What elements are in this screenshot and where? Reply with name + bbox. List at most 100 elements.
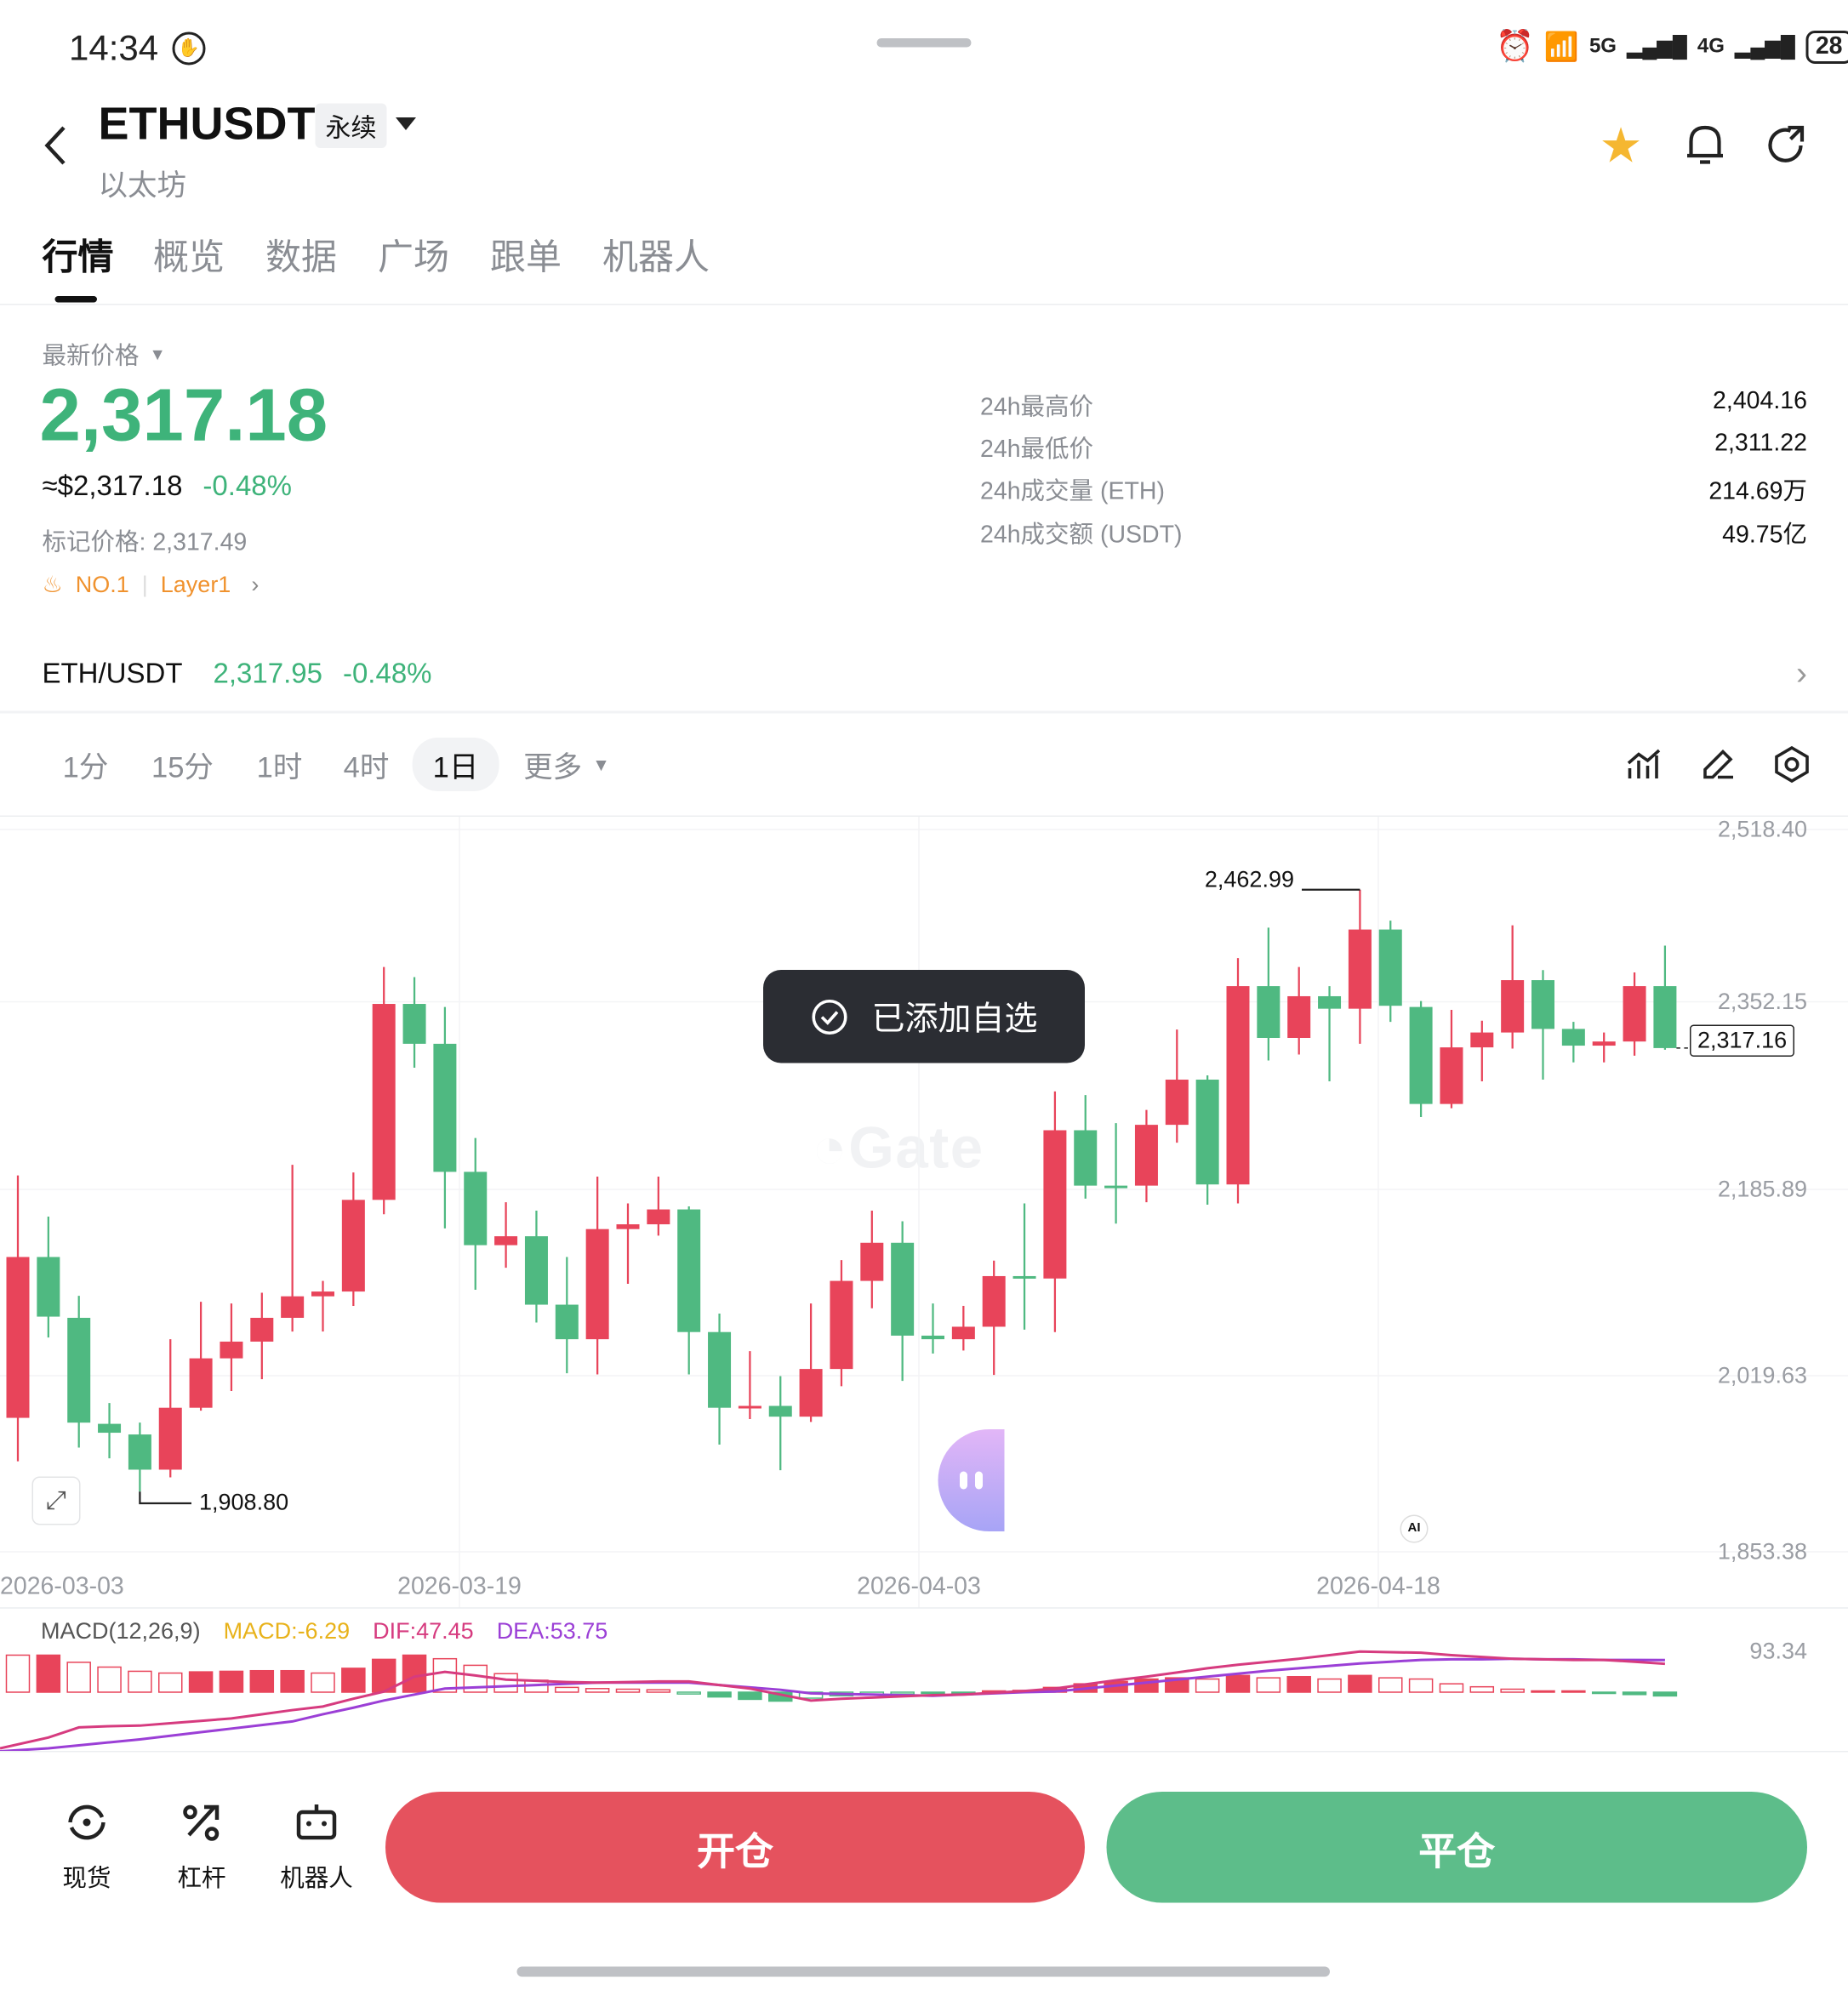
macd-histogram-bar	[66, 1662, 91, 1693]
date-axis-label: 2026-03-19	[397, 1573, 522, 1601]
candle-down	[891, 1242, 915, 1336]
date-axis-label: 2026-03-03	[0, 1573, 124, 1601]
candle-up	[341, 1200, 365, 1292]
candle-up	[738, 1405, 761, 1409]
macd-histogram-bar	[463, 1664, 488, 1693]
fullscreen-button[interactable]: ⤢	[31, 1476, 81, 1525]
indicator-icon[interactable]	[1626, 748, 1662, 781]
signal-icon: ▂▄▆█	[1626, 36, 1687, 59]
candle-down	[524, 1236, 548, 1305]
caret-down-icon: ▼	[592, 754, 610, 775]
star-icon[interactable]: ★	[1599, 120, 1643, 174]
macd-histogram-bar	[707, 1691, 732, 1698]
candle-up	[799, 1369, 823, 1417]
candlestick-chart[interactable]	[0, 817, 1848, 1751]
candle-up	[982, 1275, 1006, 1327]
candle-up	[1165, 1080, 1189, 1126]
date-axis-label: 2026-04-18	[1316, 1573, 1440, 1601]
status-icons: ⏰ 📶 5G ▂▄▆█ 4G ▂▄▆█ 28	[1496, 28, 1848, 66]
stat-value: 49.75亿	[1722, 522, 1807, 550]
macd-histogram-bar	[646, 1689, 671, 1693]
macd-histogram-bar	[219, 1670, 244, 1693]
tab-overview[interactable]: 概览	[153, 237, 225, 277]
spot-pair-row[interactable]: ETH/USDT 2,317.95 -0.48% ›	[43, 653, 1808, 693]
macd-histogram-bar	[1652, 1691, 1678, 1697]
interval-4h[interactable]: 4时	[343, 750, 390, 784]
macd-histogram-bar	[341, 1668, 366, 1693]
candle-up	[951, 1326, 975, 1340]
candle-up	[158, 1407, 182, 1470]
interval-15m[interactable]: 15分	[151, 750, 214, 784]
macd-histogram-bar	[615, 1688, 641, 1693]
candle-up	[1226, 986, 1250, 1185]
candle-up	[311, 1291, 334, 1297]
divider	[0, 815, 1848, 817]
tab-bots[interactable]: 机器人	[602, 237, 710, 277]
candle-down	[37, 1257, 60, 1317]
macd-histogram-bar	[1622, 1691, 1647, 1696]
stat-value: 2,311.22	[1714, 430, 1807, 458]
nav-spot[interactable]: 现货	[36, 1799, 138, 1894]
interval-1h[interactable]: 1时	[256, 750, 303, 784]
latest-price-selector[interactable]: 最新价格 ▼	[43, 337, 166, 372]
bell-icon[interactable]	[1684, 123, 1727, 168]
close-position-button[interactable]: 平仓	[1106, 1792, 1807, 1903]
candle-down	[1195, 1080, 1219, 1185]
spot-change: -0.48%	[342, 656, 432, 689]
refresh-icon[interactable]	[1765, 124, 1809, 168]
interval-1m[interactable]: 1分	[62, 750, 109, 784]
drag-handle[interactable]	[876, 38, 972, 48]
contract-badge: 永续	[315, 103, 387, 148]
candle-up	[585, 1229, 609, 1340]
signal-icon: ▂▄▆█	[1734, 36, 1795, 59]
caret-down-icon: ▼	[149, 345, 166, 364]
home-indicator[interactable]	[516, 1966, 1330, 1977]
tab-market[interactable]: 行情	[42, 237, 114, 277]
tab-data[interactable]: 数据	[265, 237, 338, 277]
latest-price-label: 最新价格	[42, 343, 140, 371]
last-price: 2,317.18	[39, 373, 328, 458]
candle-up	[1287, 995, 1311, 1038]
toast-text: 已添加自选	[871, 999, 1038, 1038]
candle-down	[1409, 1006, 1433, 1104]
nav-margin[interactable]: 杠杆	[151, 1799, 253, 1894]
macd-legend: MACD(12,26,9) MACD:-6.29 DIF:47.45 DEA:5…	[41, 1618, 607, 1645]
settings-icon[interactable]	[1774, 745, 1810, 784]
macd-histogram-bar	[1348, 1674, 1372, 1693]
macd-histogram-bar	[97, 1666, 122, 1693]
back-icon[interactable]	[41, 123, 71, 168]
macd-histogram-bar	[1531, 1690, 1555, 1693]
candle-up	[1134, 1125, 1158, 1186]
candle-down	[98, 1423, 122, 1434]
tag-row[interactable]: ♨ NO.1 | Layer1 ›	[43, 572, 260, 599]
candle-up	[189, 1358, 213, 1408]
interval-1d[interactable]: 1日	[412, 738, 499, 791]
draw-pen-icon[interactable]	[1700, 747, 1736, 783]
low-price-label: 1,908.80	[199, 1489, 289, 1515]
nav-spot-label: 现货	[62, 1866, 111, 1893]
symbol-title[interactable]: ETHUSDT	[98, 97, 316, 150]
macd-histogram-bar	[158, 1672, 183, 1693]
macd-histogram-bar	[1439, 1683, 1464, 1693]
tab-square[interactable]: 广场	[378, 237, 450, 277]
symbol-dropdown-icon[interactable]	[396, 117, 416, 130]
candle-up	[1592, 1041, 1616, 1046]
macd-histogram-bar	[1286, 1675, 1311, 1693]
more-label: 更多	[523, 750, 583, 784]
symbol-subtitle: 以太坊	[98, 168, 187, 202]
usd-price: ≈$2,317.18	[42, 470, 183, 502]
current-price-tag[interactable]: 2,317.16	[1690, 1024, 1795, 1057]
tab-copy-trading[interactable]: 跟单	[490, 237, 562, 277]
ai-badge[interactable]: AI	[1400, 1514, 1429, 1543]
stat-value: 214.69万	[1708, 478, 1807, 506]
open-position-button[interactable]: 开仓	[385, 1792, 1085, 1903]
interval-more[interactable]: 更多 ▼	[523, 743, 610, 786]
macd-histogram-bar	[1256, 1677, 1281, 1693]
macd-title: MACD(12,26,9)	[41, 1618, 201, 1644]
macd-histogram-bar	[676, 1691, 701, 1695]
candle-up	[1043, 1130, 1067, 1279]
stat-label: 24h最高价	[980, 394, 1094, 422]
nav-bots[interactable]: 机器人	[265, 1799, 368, 1894]
candle-down	[1318, 995, 1342, 1009]
